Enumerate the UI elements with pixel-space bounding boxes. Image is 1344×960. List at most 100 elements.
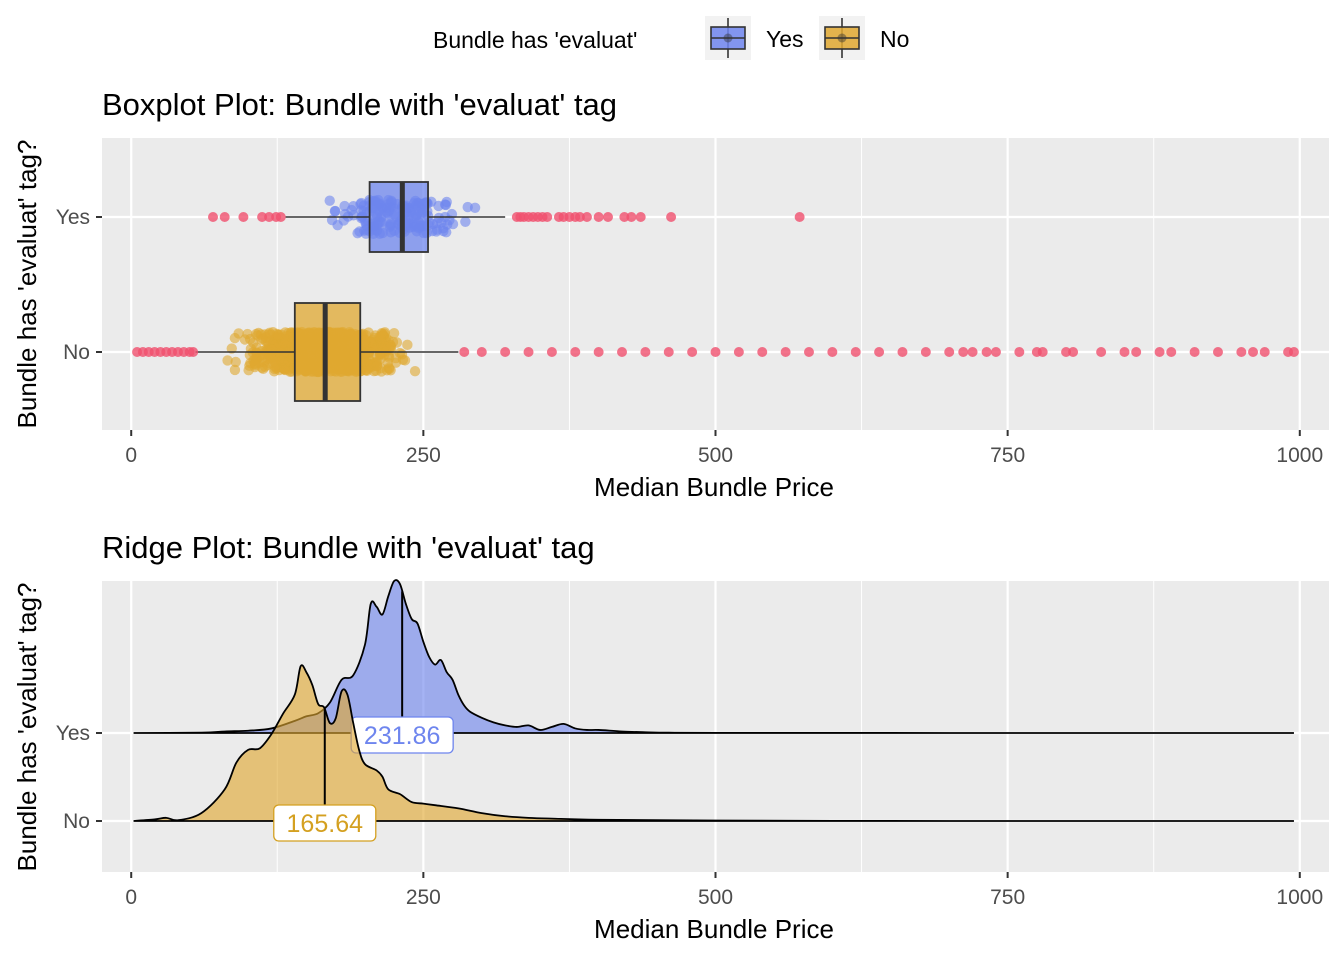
- boxplot-outlier: [581, 212, 592, 222]
- boxplot-outlier: [1248, 347, 1259, 357]
- boxplot-outlier: [967, 347, 978, 357]
- ridge-series-yes: 231.86: [133, 579, 1294, 754]
- boxplot-outlier: [663, 347, 674, 357]
- boxplot-outlier: [1166, 347, 1177, 357]
- boxplot-point: [359, 225, 370, 236]
- boxplot-point: [365, 360, 377, 371]
- boxplot-point: [427, 218, 439, 230]
- boxplot-outlier: [264, 212, 275, 222]
- boxplot-point: [388, 328, 400, 339]
- boxplot-point: [278, 347, 289, 359]
- boxplot-outlier: [1259, 347, 1270, 357]
- boxplot-outlier: [1068, 347, 1079, 357]
- boxplot-outlier: [1014, 347, 1025, 357]
- boxplot-y-axis-title: Bundle has 'evaluat' tag?: [12, 140, 42, 429]
- boxplot-point: [249, 358, 261, 370]
- ridge-x-tick-label: 1000: [1276, 886, 1323, 909]
- boxplot-outlier: [523, 347, 534, 357]
- boxplot-outlier: [570, 347, 581, 357]
- boxplot-outlier: [546, 347, 557, 357]
- boxplot-outlier: [459, 347, 470, 357]
- boxplot-outlier: [827, 347, 838, 357]
- boxplot-point: [255, 329, 267, 340]
- boxplot-outlier: [874, 347, 885, 357]
- boxplot-title: Boxplot Plot: Bundle with 'evaluat' tag: [102, 87, 617, 122]
- boxplot-outlier: [238, 212, 249, 222]
- ridge-y-tick-label: No: [63, 810, 90, 833]
- boxplot-outlier: [920, 347, 931, 357]
- boxplot-point: [375, 333, 386, 344]
- boxplot-outlier: [1288, 347, 1299, 357]
- boxplot-point: [441, 219, 453, 230]
- ridge-y-axis-title: Bundle has 'evaluat' tag?: [12, 583, 42, 872]
- legend: Bundle has 'evaluat' Yes No: [433, 16, 909, 60]
- boxplot-point: [229, 332, 241, 344]
- boxplot-outlier: [757, 347, 768, 357]
- ridge-x-tick-label: 250: [406, 886, 441, 909]
- boxplot-outlier: [794, 212, 805, 222]
- legend-title: Bundle has 'evaluat': [433, 27, 637, 53]
- boxplot-point: [324, 195, 335, 206]
- boxplot-point: [460, 216, 471, 227]
- boxplot-y-tick-label: Yes: [56, 206, 90, 229]
- boxplot-outlier: [1131, 347, 1142, 357]
- boxplot-outlier: [1119, 347, 1130, 357]
- boxplot-point: [269, 361, 280, 372]
- ridge-x-tick-label: 0: [125, 886, 137, 909]
- legend-label-no: No: [880, 26, 909, 52]
- boxplot-outlier: [780, 347, 791, 357]
- legend-key-point: [837, 33, 847, 43]
- boxplot-outlier: [981, 347, 992, 357]
- boxplot-point: [229, 364, 241, 376]
- boxplot-point: [394, 347, 406, 359]
- ridge-series-no: 165.64: [133, 664, 1294, 842]
- boxplot-outlier: [958, 347, 969, 357]
- ridge-median-label-text: 165.64: [287, 810, 364, 838]
- boxplot-x-tick-label: 250: [406, 444, 441, 467]
- boxplot-series-no: [132, 302, 1299, 402]
- boxplot-outlier: [542, 212, 553, 222]
- boxplot-point: [391, 337, 403, 348]
- boxplot-outlier: [1236, 347, 1247, 357]
- ridge-median-label-box: [273, 804, 377, 842]
- boxplot-x-tick-label: 1000: [1276, 444, 1323, 467]
- boxplot-point: [399, 355, 411, 366]
- boxplot-outlier: [850, 347, 861, 357]
- boxplot-point: [383, 352, 395, 363]
- boxplot-point: [329, 205, 341, 217]
- boxplot-x-tick-label: 750: [990, 444, 1025, 467]
- boxplot-series-yes: [208, 181, 805, 253]
- boxplot-outlier: [1189, 347, 1200, 357]
- boxplot-outlier: [640, 347, 651, 357]
- boxplot-point: [359, 335, 370, 346]
- boxplot-outlier: [1096, 347, 1107, 357]
- boxplot-outlier: [635, 212, 646, 222]
- boxplot-outlier: [897, 347, 908, 357]
- ridge-median-label: 231.86: [350, 716, 454, 754]
- boxplot-panel: 0 250 500 750 1000 Yes No: [56, 138, 1329, 467]
- ridge-x-tick-label: 500: [698, 886, 733, 909]
- boxplot-outlier: [626, 212, 637, 222]
- boxplot-outlier: [803, 347, 814, 357]
- ridge-median-label: 165.64: [273, 804, 377, 842]
- boxplot-outlier: [1154, 347, 1165, 357]
- boxplot-outlier: [593, 212, 604, 222]
- boxplot-point: [226, 343, 237, 354]
- ridge-x-tick-label: 750: [990, 886, 1025, 909]
- boxplot-point: [360, 215, 371, 227]
- boxplot-y-tick-label: No: [63, 341, 90, 364]
- boxplot-outlier: [1061, 347, 1072, 357]
- boxplot-box: [368, 181, 429, 253]
- boxplot-point: [372, 342, 383, 353]
- boxplot-point: [462, 201, 473, 213]
- boxplot-point: [402, 339, 413, 351]
- ridge-y-tick-label: Yes: [56, 722, 90, 745]
- boxplot-point: [355, 199, 366, 210]
- ridge-title: Ridge Plot: Bundle with 'evaluat' tag: [102, 530, 595, 565]
- legend-key-yes: [705, 16, 751, 60]
- legend-label-yes: Yes: [766, 26, 804, 52]
- boxplot-outlier: [710, 347, 721, 357]
- legend-key-no: [819, 16, 865, 60]
- boxplot-outlier: [666, 212, 677, 222]
